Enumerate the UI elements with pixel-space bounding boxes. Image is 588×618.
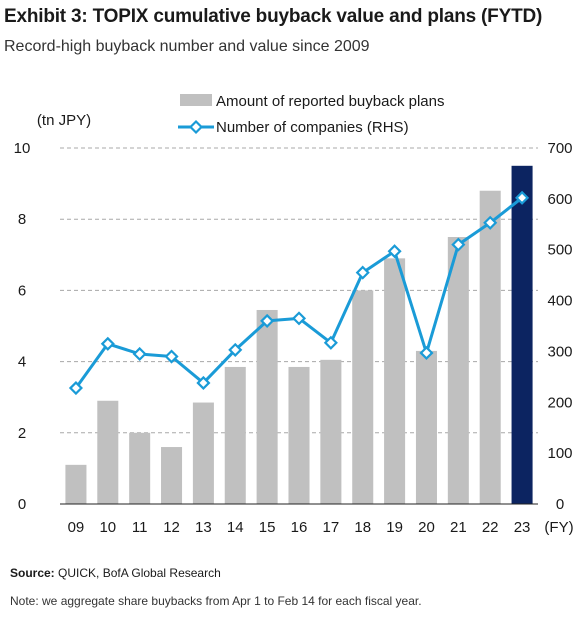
line-point (100, 336, 115, 351)
bar (511, 165, 533, 505)
y-right-tick-label: 600 (547, 191, 572, 208)
legend-line-label: Number of companies (RHS) (216, 119, 409, 136)
line-point (323, 335, 338, 350)
source-line: Source: QUICK, BofA Global Research (10, 566, 221, 580)
bar (415, 350, 437, 504)
bar (161, 447, 183, 504)
y-right-tick-label: 400 (547, 293, 572, 310)
x-tick-label: 23 (514, 519, 531, 536)
bars (65, 165, 533, 505)
bar (320, 359, 342, 504)
bar (192, 402, 214, 504)
line-point (515, 190, 530, 205)
bar (97, 400, 119, 504)
chart-title: Exhibit 3: TOPIX cumulative buyback valu… (4, 6, 543, 27)
x-tick-label: 18 (354, 519, 371, 536)
bar (129, 432, 151, 504)
x-tick-label: 19 (386, 519, 403, 536)
y-right-tick-label: 500 (547, 242, 572, 259)
x-tick-label: 09 (68, 519, 85, 536)
line-point (164, 349, 179, 364)
x-tick-label: 22 (482, 519, 499, 536)
bar (65, 464, 87, 504)
bar (352, 290, 374, 504)
note-line: Note: we aggregate share buybacks from A… (10, 594, 422, 608)
line-series (68, 190, 530, 396)
line-point (387, 244, 402, 259)
legend-line-marker (188, 119, 204, 135)
y-left-tick-label: 10 (14, 140, 31, 157)
line-point (483, 215, 498, 230)
line-point (291, 311, 307, 326)
line-point (355, 265, 370, 280)
line-point (196, 375, 211, 391)
y-right-tick-label: 200 (547, 394, 572, 411)
x-tick-label: 15 (259, 519, 276, 536)
source-text: QUICK, BofA Global Research (54, 566, 221, 580)
bar (384, 258, 406, 504)
x-tick-label: 11 (132, 519, 148, 536)
bar (447, 237, 469, 504)
bar (479, 190, 501, 504)
y-right-tick-label: 300 (547, 343, 572, 360)
y-left-tick-label: 8 (18, 211, 26, 228)
y-left-axis-label: (tn JPY) (37, 112, 91, 129)
bar (224, 366, 246, 504)
x-tick-label: 21 (450, 519, 467, 536)
y-left-tick-label: 2 (18, 425, 26, 442)
x-tick-label: 17 (323, 519, 340, 536)
x-tick-label: 16 (291, 519, 308, 536)
x-tick-label: 10 (99, 519, 116, 536)
line-point (68, 380, 83, 396)
x-axis-label: (FY) (544, 519, 573, 536)
x-tick-label: 13 (195, 519, 212, 536)
legend: Amount of reported buyback plans Number o… (178, 93, 444, 136)
y-left-tick-label: 6 (18, 282, 26, 299)
x-tick-label: 12 (163, 519, 180, 536)
y-right-tick-label: 700 (547, 140, 572, 157)
line-point (228, 342, 243, 357)
line-point (451, 237, 466, 252)
y-left-tick-label: 4 (18, 354, 26, 371)
bar (256, 309, 278, 504)
line-point (132, 346, 147, 362)
legend-bar-swatch (180, 94, 212, 106)
y-right-tick-label: 0 (556, 496, 564, 513)
line-point (260, 313, 275, 328)
y-left-tick-label: 0 (18, 496, 26, 513)
source-label: Source: (10, 566, 55, 580)
x-tick-label: 20 (418, 519, 435, 536)
line-point (419, 345, 434, 361)
legend-bar-label: Amount of reported buyback plans (216, 93, 444, 110)
x-tick-label: 14 (227, 519, 244, 536)
bar (288, 366, 310, 504)
chart-subtitle: Record-high buyback number and value sin… (4, 38, 370, 55)
y-right-tick-label: 100 (547, 445, 572, 462)
